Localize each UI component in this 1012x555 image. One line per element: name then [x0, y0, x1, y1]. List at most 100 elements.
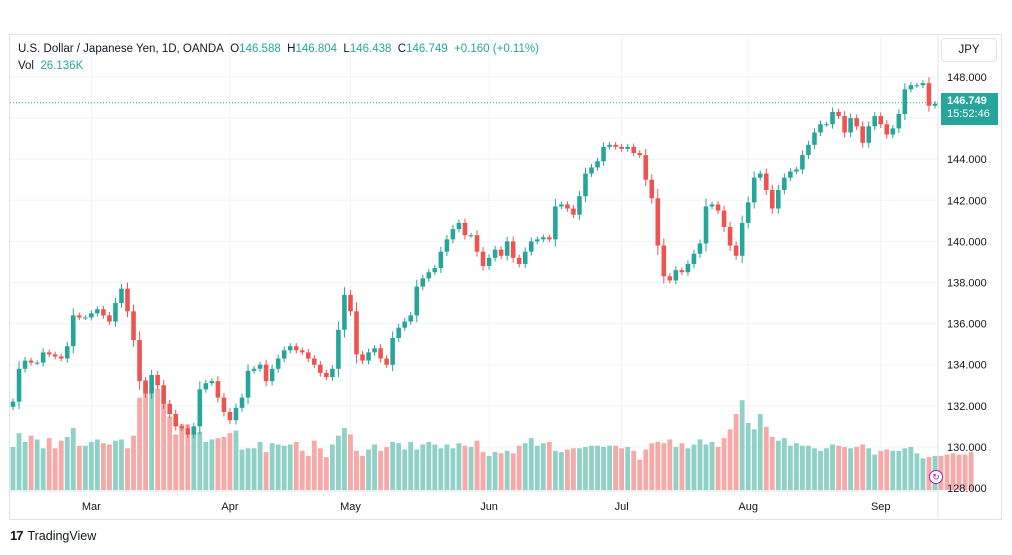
close-label: C [397, 43, 407, 55]
volume-bar [902, 448, 908, 490]
volume-bar [372, 444, 377, 490]
candle-body [161, 385, 166, 404]
candle-body [40, 352, 46, 363]
volume-bar [293, 441, 299, 490]
volume-bar [860, 444, 866, 490]
volume-bar [534, 445, 540, 490]
volume-bar [920, 458, 926, 490]
volume-bar [679, 443, 685, 490]
candle-body [842, 116, 847, 133]
scroll-to-realtime-icon[interactable]: ↻ [929, 470, 943, 484]
volume-bar [685, 448, 691, 490]
volume-bar [498, 453, 504, 490]
symbol-title: U.S. Dollar / Japanese Yen, 1D, OANDA [18, 43, 224, 55]
tradingview-logo[interactable]: 17 TradingView [10, 528, 96, 543]
volume-bar [842, 447, 848, 490]
volume-bar [956, 454, 962, 490]
volume-bar [209, 439, 215, 490]
volume-bar [558, 452, 564, 490]
candle-body [534, 239, 540, 242]
price-tick-label: 138.000 [947, 278, 987, 290]
volume-bar [197, 431, 203, 490]
candle-body [649, 179, 655, 199]
volume-bar [215, 438, 221, 490]
volume-bar [462, 445, 468, 490]
candle-body [812, 132, 817, 145]
volume-bar [239, 449, 245, 490]
price-tick-label: 128.000 [947, 483, 987, 495]
candle-body [896, 113, 902, 129]
candle-body [58, 356, 64, 359]
volume-bar [601, 447, 606, 490]
candle-body [336, 329, 341, 369]
candle-body [474, 235, 480, 252]
candle-body [426, 272, 432, 279]
candle-body [10, 401, 16, 407]
candle-body [860, 126, 865, 143]
volume-bar [890, 450, 896, 490]
candle-body [763, 173, 769, 191]
candle-body [318, 364, 323, 373]
volume-bar [263, 452, 269, 490]
volume-bar [10, 447, 16, 490]
volume-bar [16, 433, 22, 490]
candle-body [800, 155, 805, 170]
volume-bar [251, 448, 257, 490]
candle-body [908, 85, 914, 90]
volume-bar [46, 438, 52, 490]
candle-body [354, 311, 359, 355]
volume-bar [287, 444, 293, 490]
candle-body [613, 144, 618, 147]
tradingview-logo-text: TradingView [27, 528, 97, 543]
volume-bar [125, 448, 130, 490]
candle-body [890, 128, 896, 135]
time-tick-label: Jun [480, 501, 498, 513]
candle-body [420, 278, 426, 287]
volume-bar [884, 449, 890, 490]
volume-bar [703, 444, 709, 490]
candle-body [414, 286, 420, 316]
volume-bar [167, 416, 173, 490]
volume-bar [281, 445, 287, 490]
candle-body [830, 111, 835, 125]
open-value: 146.588 [239, 43, 281, 55]
candle-body [709, 204, 715, 207]
volume-bar [637, 459, 643, 490]
candle-body [655, 198, 661, 246]
volume-bar [179, 424, 185, 490]
volume-bar [589, 445, 594, 490]
time-tick-label: Apr [221, 501, 238, 513]
candle-body [866, 126, 871, 143]
volume-bar [384, 447, 390, 490]
candle-body [372, 348, 377, 353]
candle-body [456, 222, 462, 230]
volume-bar [185, 424, 191, 490]
candle-body [565, 204, 570, 209]
candle-body [155, 374, 160, 386]
candle-body [384, 358, 389, 365]
high-value: 146.804 [295, 43, 338, 55]
volume-bar [402, 449, 408, 490]
candle-body [185, 428, 191, 435]
candle-body [281, 350, 287, 359]
candle-body [637, 153, 643, 156]
volume-bar [317, 448, 323, 490]
candle-body [848, 118, 853, 133]
volume-bar [775, 440, 781, 490]
candle-body [269, 368, 275, 382]
volume-bar [58, 440, 64, 490]
candle-body [854, 118, 859, 127]
candle-body [643, 155, 649, 180]
volume-bar [149, 390, 155, 490]
candle-body [77, 315, 82, 318]
currency-button[interactable]: JPY [941, 38, 997, 62]
volume-bar [360, 455, 365, 490]
volume-bar [396, 443, 402, 490]
candle-body [571, 208, 576, 215]
candle-body [293, 346, 299, 351]
volume-bar [757, 414, 763, 490]
volume-bar [631, 450, 637, 490]
volume-bar [22, 441, 28, 490]
candle-body [197, 389, 203, 427]
